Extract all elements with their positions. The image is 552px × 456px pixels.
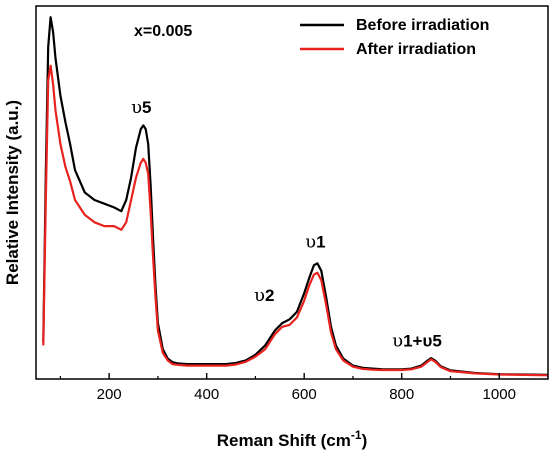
x-tick-label: 800 — [389, 386, 414, 403]
peak-index: 1 — [316, 232, 325, 251]
x-axis-title: Reman Shift (cm-1) — [217, 428, 367, 450]
peak-index: 5 — [142, 98, 151, 117]
x-axis-title-main: Reman Shift (cm — [217, 431, 351, 450]
x-axis-title-tail: ) — [362, 431, 368, 450]
x-tick-label: 400 — [194, 386, 219, 403]
y-axis-title: Relative Intensity (a.u.) — [3, 100, 22, 285]
peak-symbol: υ — [254, 285, 265, 306]
peak-label: υ2 — [254, 285, 274, 306]
x-axis-title-superscript: -1 — [351, 428, 362, 442]
peak-label: υ5 — [131, 97, 151, 118]
peak-symbol: υ — [305, 231, 316, 252]
legend-label: Before irradiation — [356, 17, 489, 34]
x-ticks: 200 400 600 800 1000 — [59, 373, 549, 403]
legend-label: After irradiation — [356, 41, 476, 58]
peak-label: υ1+υ5 — [392, 331, 442, 352]
series-line-before — [42, 16, 548, 376]
peak-symbol: υ — [131, 97, 142, 118]
legend: Before irradiation After irradiation — [300, 17, 489, 58]
series-line-after — [42, 64, 548, 377]
plot-frame — [35, 5, 549, 380]
x-tick-label: 600 — [292, 386, 317, 403]
peak-index: 2 — [265, 286, 274, 305]
peak-label: υ1 — [305, 231, 325, 252]
peak-index: 1+υ5 — [403, 332, 442, 351]
x-tick-label: 1000 — [483, 386, 516, 403]
composition-annotation: x=0.005 — [134, 23, 192, 40]
x-tick-label: 200 — [97, 386, 122, 403]
peak-symbol: υ — [392, 331, 403, 352]
series-layer — [42, 16, 548, 377]
